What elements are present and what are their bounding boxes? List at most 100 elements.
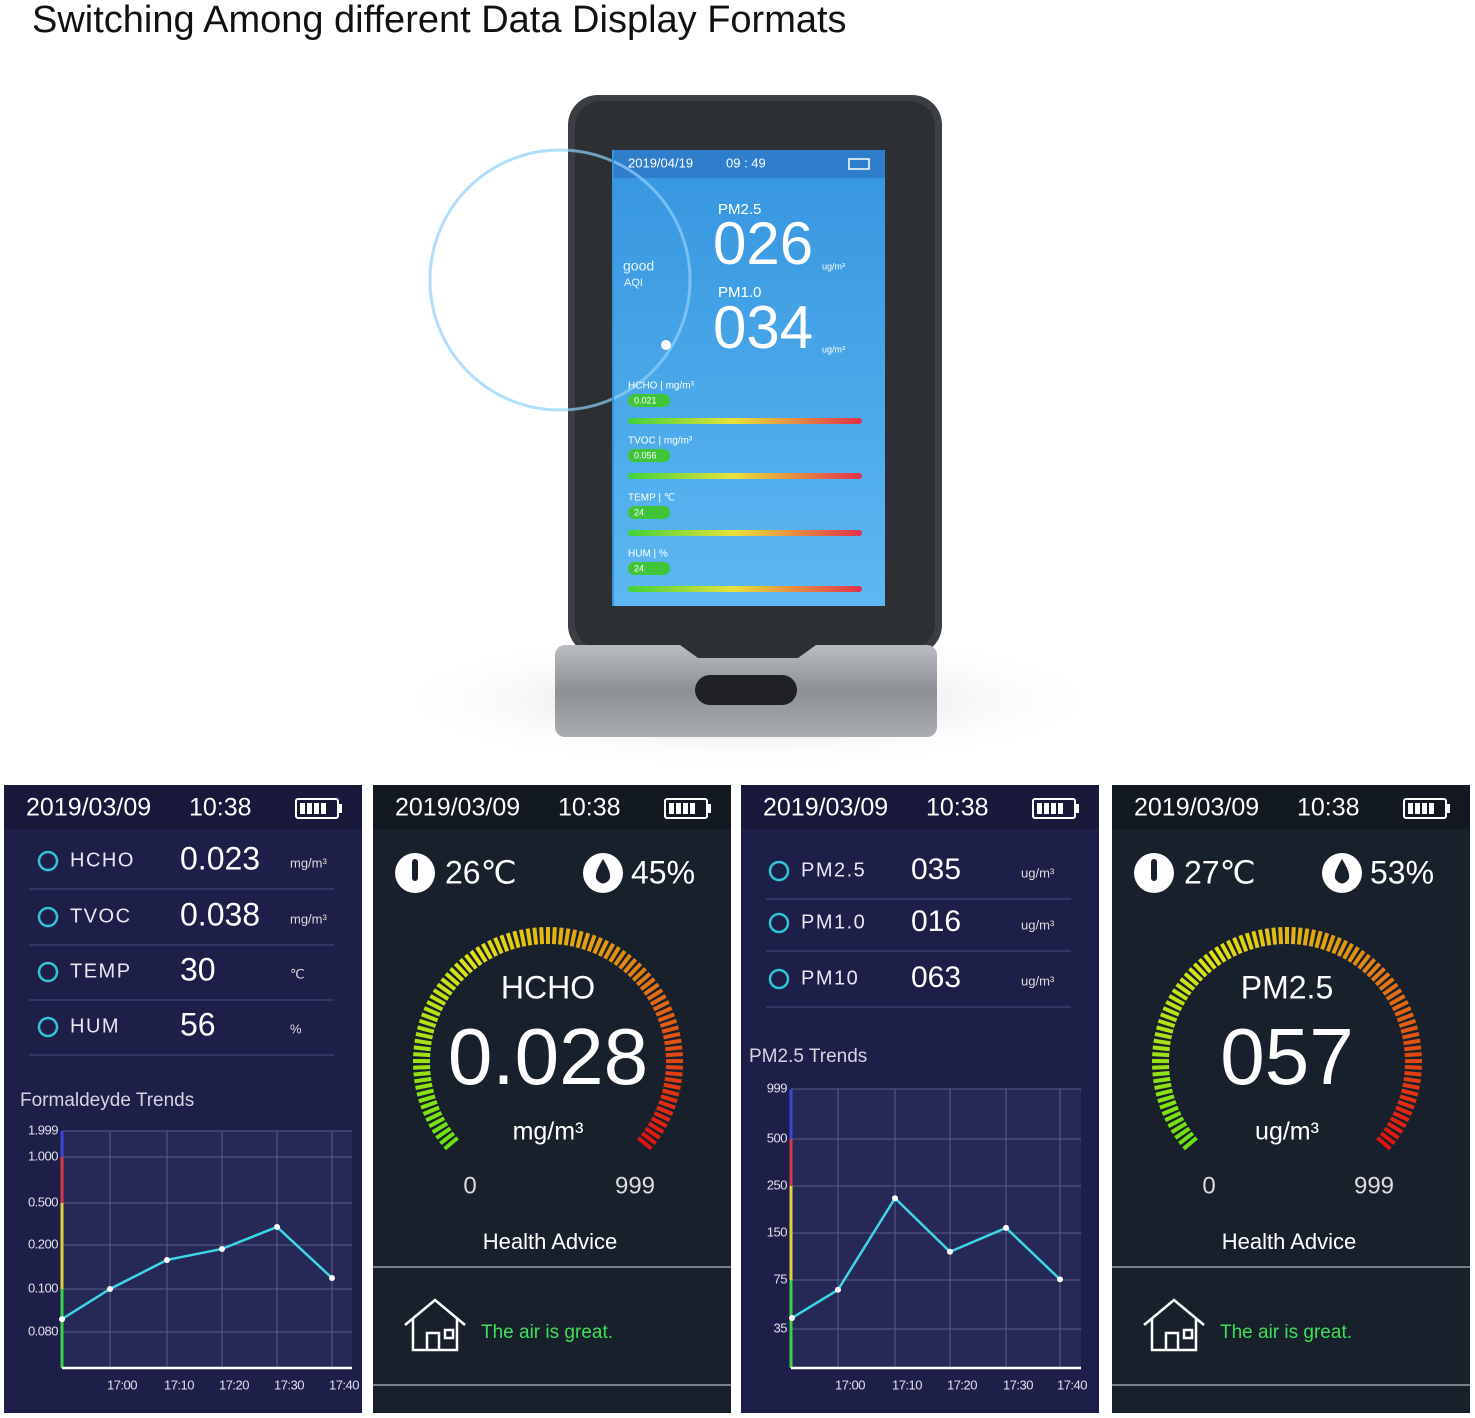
y-tick-label: 35 (774, 1320, 788, 1335)
gauge-tick (1264, 928, 1272, 946)
gauge-tick (1400, 1025, 1418, 1034)
screen-panel: 2019/03/09 10:38 27℃ 53% PM2.5 057 ug/m³ 0 999 He… (1112, 785, 1470, 1413)
gauge-tick (640, 1131, 657, 1146)
row-icon (37, 850, 59, 872)
gauge-tick (428, 1116, 446, 1129)
device-reading-unit: ug/m³ (822, 261, 845, 271)
panel-date: 2019/03/09 (395, 794, 520, 822)
gauge-tick (416, 1088, 434, 1097)
battery-cell (1429, 803, 1434, 814)
device-bar (628, 586, 862, 592)
device-button (695, 675, 797, 705)
gauge-tick (639, 977, 656, 991)
gauge-tick (1404, 1070, 1422, 1077)
row-value: 035 (911, 853, 961, 886)
gauge-tick (413, 1070, 431, 1077)
gauge-tick (464, 953, 478, 970)
temp-glyph (412, 859, 418, 881)
row-unit: ug/m³ (1021, 917, 1055, 932)
gauge-tick (1374, 972, 1391, 987)
battery-cell (1422, 803, 1427, 814)
gauge-tick (1308, 929, 1317, 947)
gauge-min: 0 (463, 1172, 476, 1199)
gauge-tick (443, 1136, 459, 1151)
gauge-tick (1208, 949, 1222, 967)
gauge-tick (532, 927, 539, 945)
gauge-tick (1362, 957, 1377, 974)
gauge-tick (453, 962, 469, 978)
gauge-tick (1404, 1052, 1422, 1058)
gauge-tick (665, 1065, 683, 1070)
panel-time: 10:38 (558, 794, 621, 822)
gauge-tick (1251, 930, 1260, 949)
device-bar (628, 418, 862, 424)
gauge-tick (563, 928, 571, 946)
gauge-tick (1174, 1126, 1191, 1140)
gauge-tick (1352, 949, 1366, 967)
gauge-tick (1164, 1111, 1182, 1123)
gauge-tick (436, 982, 453, 996)
gauge-tick (664, 1038, 682, 1046)
gauge-tick (1232, 937, 1243, 955)
gauge-tick (1296, 927, 1303, 945)
battery-cell (669, 803, 674, 814)
x-tick-label: 17:30 (274, 1377, 304, 1392)
x-tick-label: 17:00 (835, 1377, 865, 1392)
gauge-tick (665, 1045, 683, 1052)
x-tick-label: 17:40 (329, 1377, 359, 1392)
device-bar-label: TEMP | ℃ (628, 493, 675, 504)
gauge-tick (1404, 1045, 1422, 1052)
device-bar-value: 24 (634, 563, 644, 573)
temp-glyph (1151, 859, 1157, 881)
gauge-tick (1154, 1031, 1172, 1040)
gauge-tick (603, 942, 615, 960)
device-bar (628, 530, 862, 536)
gauge-tick (661, 1025, 679, 1034)
row-unit: ug/m³ (1021, 865, 1055, 880)
y-tick-label: 150 (767, 1224, 787, 1239)
device-date: 2019/04/19 (628, 155, 693, 170)
gauge-tick (1271, 927, 1278, 945)
gauge-tick (664, 1076, 682, 1084)
panel-time: 10:38 (189, 794, 252, 822)
gauge-tick (414, 1038, 432, 1046)
battery-cell (676, 803, 681, 814)
gauge-tick (429, 994, 447, 1006)
gauge-name: HCHO (501, 969, 595, 1005)
gauge-tick (1175, 982, 1192, 996)
gauge-tick (439, 1131, 456, 1146)
gauge-tick (660, 1094, 678, 1104)
trend-point (219, 1245, 225, 1252)
gauge-tick (635, 972, 652, 987)
aqi-dot (661, 340, 671, 350)
gauge-tick (1385, 988, 1403, 1001)
gauge-tick (1331, 937, 1342, 955)
gauge-tick (1179, 977, 1196, 991)
advice-text: The air is great. (481, 1322, 613, 1343)
device-reading-name: PM1.0 (718, 284, 761, 301)
x-tick-label: 17:20 (219, 1377, 249, 1392)
gauge-tick (475, 946, 488, 963)
gauge-tick (1153, 1076, 1171, 1084)
screen-panel: 2019/03/09 10:38 HCHO 0.023 mg/m³ TVOC 0.038 mg… (4, 785, 362, 1413)
y-tick-label: 500 (767, 1130, 787, 1145)
gauge-tick (637, 1136, 653, 1151)
trend-point (164, 1256, 170, 1263)
chart-title: PM2.5 Trends (749, 1046, 867, 1067)
panel-time: 10:38 (1297, 794, 1360, 822)
trend-point (274, 1223, 280, 1230)
battery-cell (1408, 803, 1413, 814)
gauge-tick (444, 972, 461, 987)
gauge-tick (481, 942, 493, 960)
gauge-tick (1389, 1116, 1407, 1129)
gauge-tick (643, 982, 660, 996)
device-bar-label: TVOC | mg/m³ (628, 436, 693, 447)
gauge-tick (499, 934, 510, 952)
trend-point (329, 1275, 335, 1281)
device-bar (628, 473, 862, 479)
gauge-name: PM2.5 (1241, 969, 1333, 1005)
battery-cell (1415, 803, 1420, 814)
gauge-unit: mg/m³ (513, 1118, 584, 1146)
gauge-tick (1188, 967, 1204, 982)
gauge-tick (414, 1076, 432, 1084)
